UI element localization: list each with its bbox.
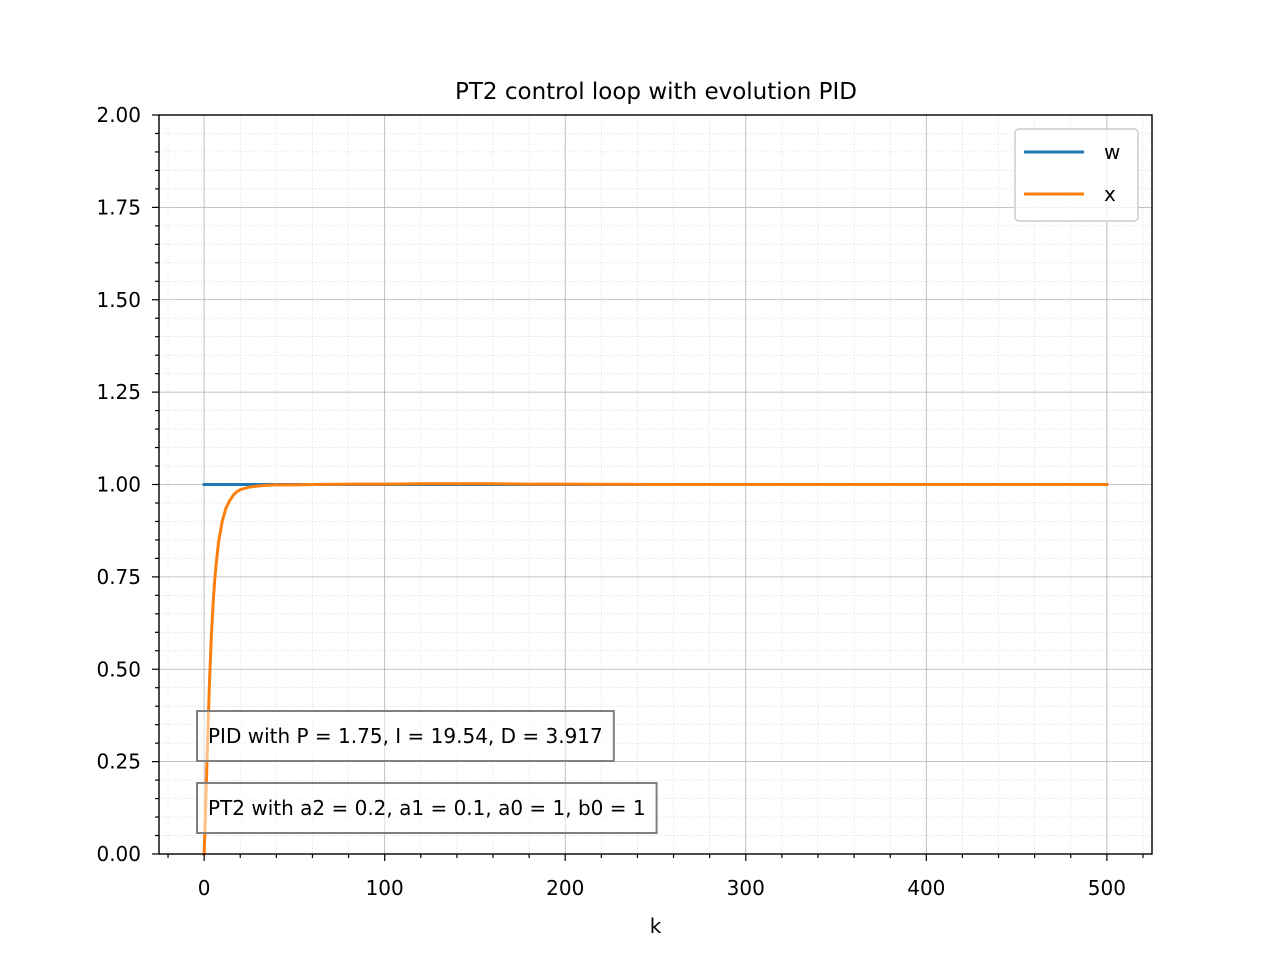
y-tick-label: 0.50	[96, 657, 141, 681]
legend: wx	[1014, 128, 1139, 222]
axis-tick-labels: 0 100 200 300 400 500 0.00 0.25 0.50 0.75 1.00 1.25…	[96, 103, 1125, 900]
annotations: PID with P = 1.75, I = 19.54, D = 3.917 P…	[196, 710, 658, 834]
y-tick-label: 1.25	[96, 380, 141, 404]
annotation-frame	[196, 710, 615, 762]
legend-item-x: x	[1024, 182, 1116, 206]
annotation-box: PID with P = 1.75, I = 19.54, D = 3.917	[196, 710, 615, 762]
minor-grid	[159, 115, 1152, 854]
y-tick-label: 1.75	[96, 195, 141, 219]
plot-series	[202, 482, 1109, 856]
axis-ticks	[152, 114, 1144, 861]
x-tick-label: 400	[907, 876, 945, 900]
x-axis-label: k	[650, 914, 662, 938]
annotation-box: PT2 with a2 = 0.2, a1 = 0.1, a0 = 1, b0 …	[196, 782, 658, 834]
chart-title: PT2 control loop with evolution PID	[455, 79, 857, 105]
x-tick-label: 200	[546, 876, 584, 900]
annotation-frame	[196, 782, 658, 834]
series-x-line	[202, 482, 1109, 856]
legend-item-w: w	[1024, 140, 1120, 164]
x-tick-label: 0	[198, 876, 211, 900]
y-tick-label: 1.00	[96, 473, 141, 497]
x-tick-label: 500	[1088, 876, 1126, 900]
y-tick-label: 0.75	[96, 565, 141, 589]
legend-label-x: x	[1104, 182, 1116, 206]
annotation-text: PID with P = 1.75, I = 19.54, D = 3.917	[208, 724, 603, 748]
annotation-text: PT2 with a2 = 0.2, a1 = 0.1, a0 = 1, b0 …	[208, 796, 646, 820]
x-tick-label: 100	[366, 876, 404, 900]
y-tick-label: 1.50	[96, 288, 141, 312]
y-tick-label: 0.00	[96, 842, 141, 866]
legend-label-w: w	[1104, 140, 1120, 164]
x-tick-label: 300	[727, 876, 765, 900]
y-tick-label: 2.00	[96, 103, 141, 127]
y-tick-label: 0.25	[96, 750, 141, 774]
